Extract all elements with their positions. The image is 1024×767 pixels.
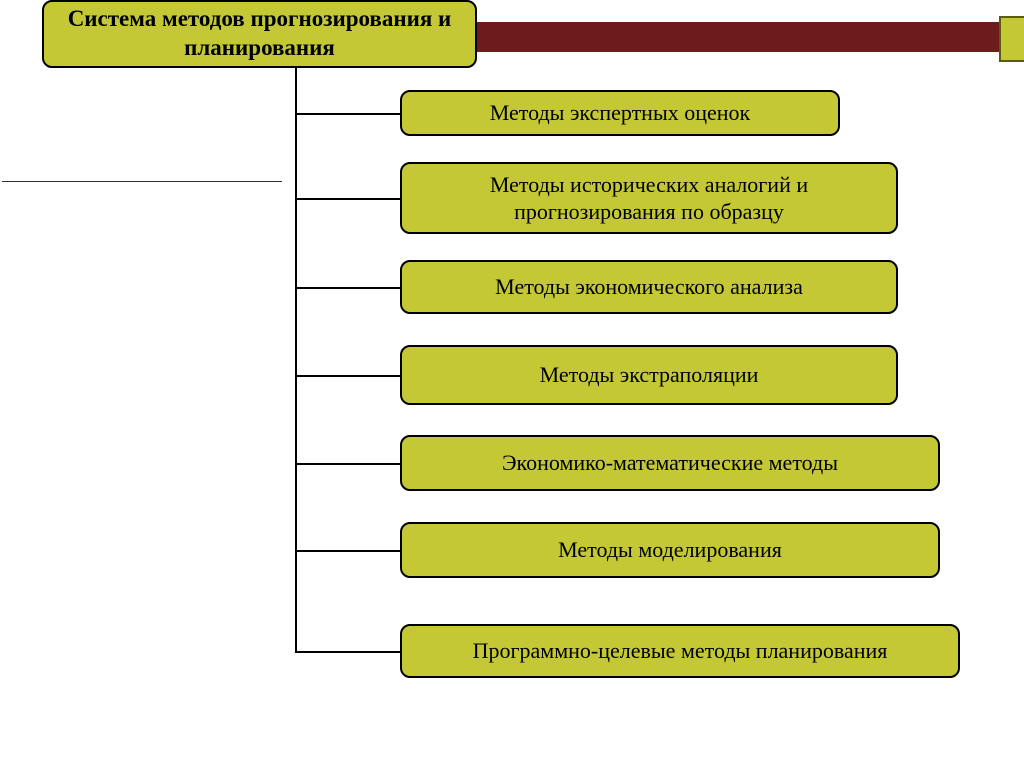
branch-line <box>295 651 400 653</box>
child-node-label: Методы экономического анализа <box>495 273 803 301</box>
child-node-label: Методы экспертных оценок <box>490 99 750 127</box>
child-node: Программно-целевые методы планирования <box>400 624 960 678</box>
horizontal-divider <box>2 181 282 182</box>
child-node-label: Экономико-математические методы <box>502 449 838 477</box>
child-node-label: Методы исторических аналогий и прогнозир… <box>412 171 886 226</box>
child-node: Методы экспертных оценок <box>400 90 840 136</box>
child-node-label: Методы моделирования <box>558 536 782 564</box>
branch-line <box>295 113 400 115</box>
child-node-label: Методы экстраполяции <box>540 361 759 389</box>
child-node-label: Программно-целевые методы планирования <box>473 637 888 665</box>
root-node: Система методов прогнозирования и планир… <box>42 0 477 68</box>
child-node: Методы моделирования <box>400 522 940 578</box>
child-node: Методы исторических аналогий и прогнозир… <box>400 162 898 234</box>
branch-line <box>295 287 400 289</box>
branch-line <box>295 463 400 465</box>
branch-line <box>295 198 400 200</box>
branch-line <box>295 550 400 552</box>
trunk-line <box>295 68 297 651</box>
header-bar-square <box>999 16 1024 62</box>
root-node-label: Система методов прогнозирования и планир… <box>52 5 467 63</box>
header-bar-strip <box>475 22 1015 52</box>
child-node: Методы экстраполяции <box>400 345 898 405</box>
branch-line <box>295 375 400 377</box>
child-node: Методы экономического анализа <box>400 260 898 314</box>
child-node: Экономико-математические методы <box>400 435 940 491</box>
header-bar <box>475 22 1024 52</box>
